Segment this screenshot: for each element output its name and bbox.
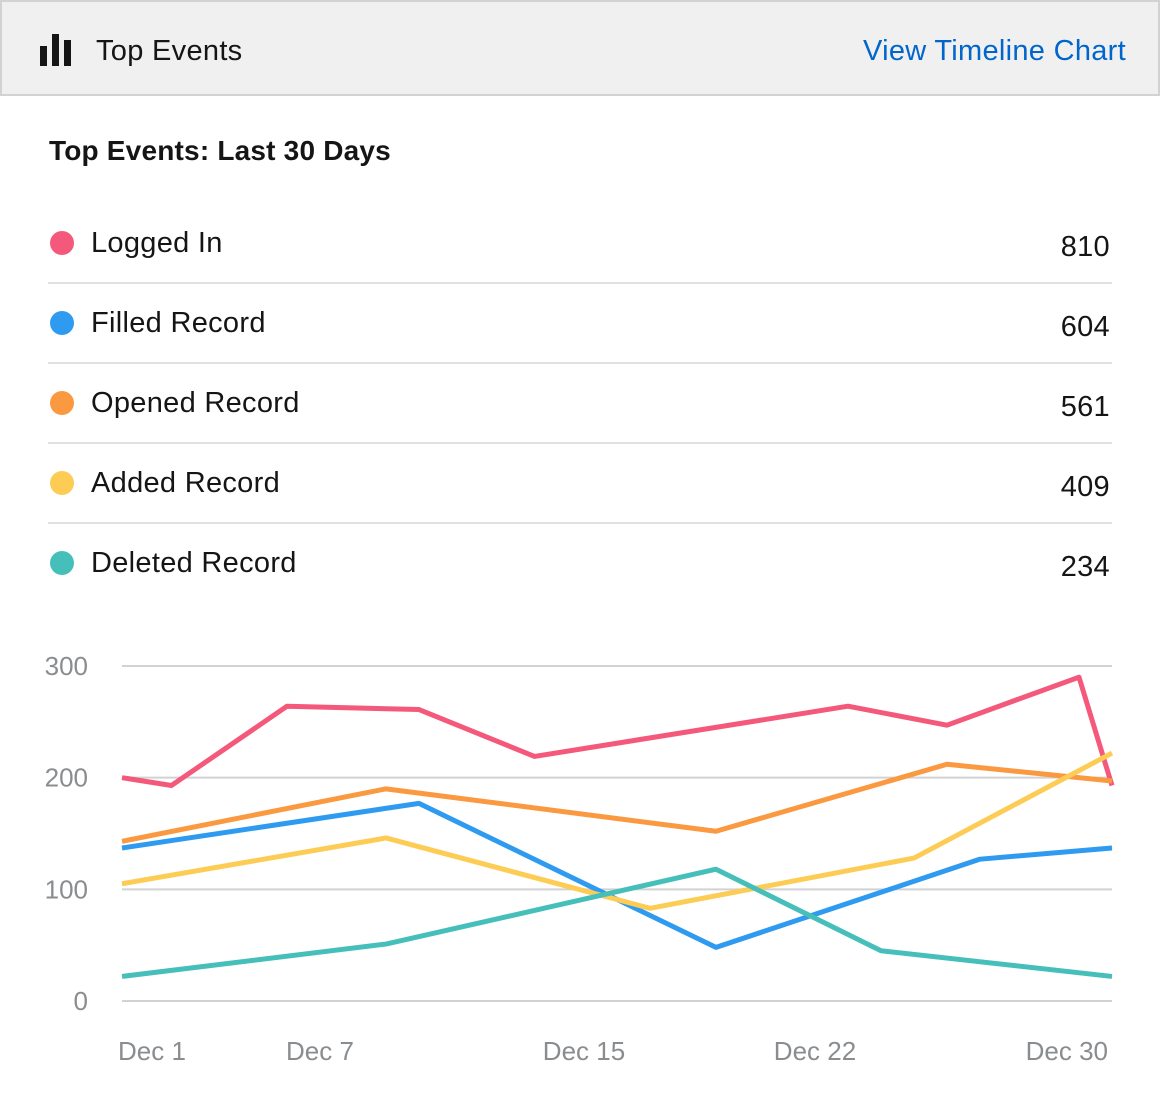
y-tick-label: 100 <box>45 874 88 904</box>
legend-label: Logged In <box>91 227 223 259</box>
y-tick-label: 300 <box>45 651 88 681</box>
legend-value: 234 <box>1060 551 1110 583</box>
legend-value: 604 <box>1060 311 1110 343</box>
legend-item: Filled Record 604 <box>48 284 1112 364</box>
event-legend-list: Logged In 810 Filled Record 604 Opened R… <box>48 204 1112 604</box>
x-tick-label: Dec 7 <box>286 1036 354 1066</box>
x-tick-label: Dec 1 <box>118 1036 186 1066</box>
legend-item: Opened Record 561 <box>48 364 1112 444</box>
legend-color-dot <box>50 311 74 335</box>
series-line-opened-record <box>121 761 1113 844</box>
x-tick-label: Dec 22 <box>774 1036 856 1066</box>
legend-color-dot <box>50 391 74 415</box>
legend-color-dot <box>50 471 74 495</box>
y-tick-label: 200 <box>45 763 88 793</box>
legend-value: 409 <box>1060 471 1110 503</box>
series-line-deleted-record <box>121 866 1113 979</box>
legend-item: Added Record 409 <box>48 444 1112 524</box>
legend-label: Deleted Record <box>91 547 297 579</box>
legend-label: Added Record <box>91 467 280 499</box>
legend-value: 810 <box>1060 231 1110 263</box>
legend-label: Opened Record <box>91 387 300 419</box>
chart-subtitle: Top Events: Last 30 Days <box>49 135 391 166</box>
legend-color-dot <box>50 231 74 255</box>
card-title: Top Events <box>96 35 243 67</box>
view-timeline-chart-link[interactable]: View Timeline Chart <box>862 35 1126 67</box>
legend-label: Filled Record <box>91 307 266 339</box>
bar-chart-icon <box>40 34 71 66</box>
legend-item: Deleted Record 234 <box>48 524 1112 604</box>
legend-color-dot <box>50 551 74 575</box>
y-tick-label: 0 <box>74 986 88 1016</box>
events-line-chart: 0 100 200 300 Dec 1 Dec 7 Dec 15 Dec 22 Dec 30 <box>45 651 1115 1066</box>
series-line-added-record <box>121 750 1114 911</box>
legend-value: 561 <box>1060 391 1110 423</box>
series-line-logged-in <box>121 674 1115 788</box>
legend-item: Logged In 810 <box>48 204 1112 284</box>
series-line-filled-record <box>121 800 1113 950</box>
card-header: Top Events View Timeline Chart <box>0 0 1160 96</box>
x-tick-label: Dec 30 <box>1026 1036 1108 1066</box>
x-tick-label: Dec 15 <box>543 1036 625 1066</box>
